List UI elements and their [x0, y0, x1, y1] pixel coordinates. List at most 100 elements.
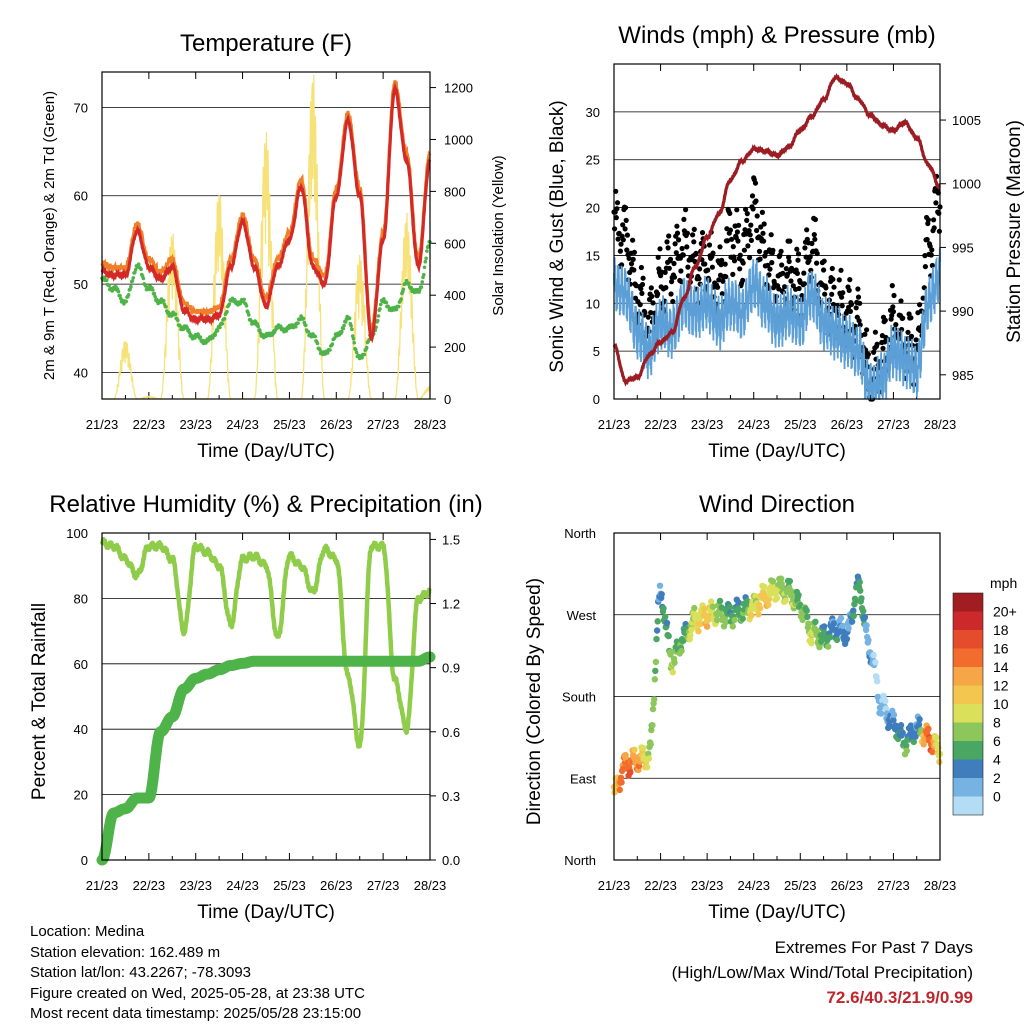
point-gust — [839, 294, 845, 300]
y-tick-label: 80 — [74, 591, 88, 606]
point-gust — [684, 244, 690, 250]
x-tick-label: 21/23 — [598, 417, 631, 432]
plot-frame — [101, 532, 431, 861]
point-gust — [759, 209, 766, 215]
point-gust — [747, 232, 753, 238]
legend-title: mph — [990, 575, 1017, 591]
point-wind-direction — [805, 620, 812, 627]
point-dewpoint — [354, 350, 359, 355]
point-gust — [865, 351, 872, 357]
point-wind-direction — [850, 607, 857, 614]
point-dewpoint — [164, 304, 168, 309]
point-wind-direction — [826, 634, 834, 641]
point-gust — [787, 238, 793, 244]
point-gust — [779, 262, 785, 268]
point-gust — [709, 264, 716, 270]
extremes-summary: Extremes For Past 7 Days (High/Low/Max W… — [672, 935, 973, 1010]
point-gust — [761, 238, 767, 244]
extremes-values: 72.6/40.3/21.9/0.99 — [826, 988, 973, 1007]
point-gust — [623, 205, 629, 211]
x-tick-label: 25/23 — [273, 878, 306, 893]
point-gust — [655, 291, 661, 297]
point-wind-direction — [795, 591, 802, 599]
point-wind-direction — [818, 638, 825, 645]
point-wind-direction — [878, 710, 885, 717]
point-gust — [872, 329, 879, 335]
legend-swatch — [953, 648, 983, 667]
point-gust — [667, 256, 674, 262]
point-wind-direction — [652, 658, 660, 666]
x-tick-label: 26/23 — [320, 878, 353, 893]
point-gust — [639, 281, 646, 288]
point-wind-direction — [618, 779, 625, 786]
legend-label: 2 — [993, 770, 1001, 786]
point-wind-direction — [654, 618, 661, 625]
point-dewpoint — [284, 329, 289, 333]
point-dewpoint — [399, 297, 403, 301]
point-dewpoint — [382, 297, 386, 301]
y2-tick-label: 985 — [952, 368, 974, 383]
y-axis-label: Direction (Colored By Speed) — [524, 578, 545, 825]
point-dewpoint — [352, 340, 357, 345]
point-dewpoint — [340, 329, 344, 334]
point-wind-direction — [882, 705, 890, 712]
point-dewpoint — [424, 256, 428, 261]
point-dewpoint — [152, 291, 157, 296]
point-gust — [748, 237, 755, 243]
point-gust — [809, 240, 815, 247]
point-gust — [650, 300, 656, 306]
point-wind-direction — [804, 613, 811, 621]
point-wind-direction — [729, 623, 736, 630]
point-wind-direction — [886, 723, 894, 730]
point-dewpoint — [215, 328, 220, 333]
point-wind-direction — [716, 597, 724, 605]
point-dewpoint — [173, 312, 178, 317]
point-gust — [821, 267, 827, 273]
x-tick-label: 26/23 — [320, 417, 353, 432]
point-gust — [801, 281, 808, 287]
x-tick-label: 28/23 — [924, 878, 957, 893]
point-wind-direction — [870, 651, 877, 659]
point-wind-direction — [709, 603, 717, 610]
point-gust — [719, 257, 725, 263]
point-wind-direction — [713, 616, 721, 624]
point-gust — [617, 248, 624, 254]
point-wind-direction — [735, 599, 742, 606]
y2-tick-label: 1.2 — [442, 597, 460, 612]
point-gust — [727, 210, 733, 216]
point-wind-direction — [856, 579, 863, 586]
x-tick-label: 25/23 — [273, 417, 306, 432]
y2-tick-label: 0.3 — [442, 789, 460, 804]
station-elevation: Station elevation: 162.489 m — [30, 943, 221, 961]
point-gust — [782, 284, 788, 290]
y2-tick-label: 800 — [444, 184, 466, 199]
point-wind-direction — [752, 593, 759, 600]
point-gust — [665, 245, 671, 251]
point-dewpoint — [394, 307, 399, 312]
point-wind-direction — [808, 640, 815, 647]
x-tick-label: 22/23 — [644, 417, 677, 432]
y-tick-label: 0 — [593, 392, 600, 407]
point-gust — [720, 278, 726, 284]
point-gust — [871, 349, 877, 355]
point-dewpoint — [419, 285, 424, 289]
point-dewpoint — [227, 302, 232, 307]
point-dewpoint — [213, 333, 217, 337]
station-info: Location: Medina Station elevation: 162.… — [30, 922, 365, 1025]
series-total-precipitation — [96, 651, 436, 866]
point-dewpoint — [225, 309, 229, 314]
point-gust — [734, 207, 740, 213]
legend-swatch — [953, 741, 983, 760]
point-dewpoint — [198, 335, 203, 339]
point-wind-direction — [695, 628, 702, 635]
y-tick-label: 70 — [74, 100, 88, 115]
point-gust — [626, 255, 632, 261]
y2-tick-label: 600 — [444, 236, 466, 251]
y-axis-label: Sonic Wind & Gust (Blue, Black) — [547, 100, 568, 372]
point-dewpoint — [423, 259, 428, 264]
point-gust — [880, 345, 886, 351]
x-tick-label: 22/23 — [133, 417, 166, 432]
point-gust — [674, 230, 681, 236]
point-gust — [768, 232, 774, 238]
legend-swatch — [953, 704, 983, 723]
